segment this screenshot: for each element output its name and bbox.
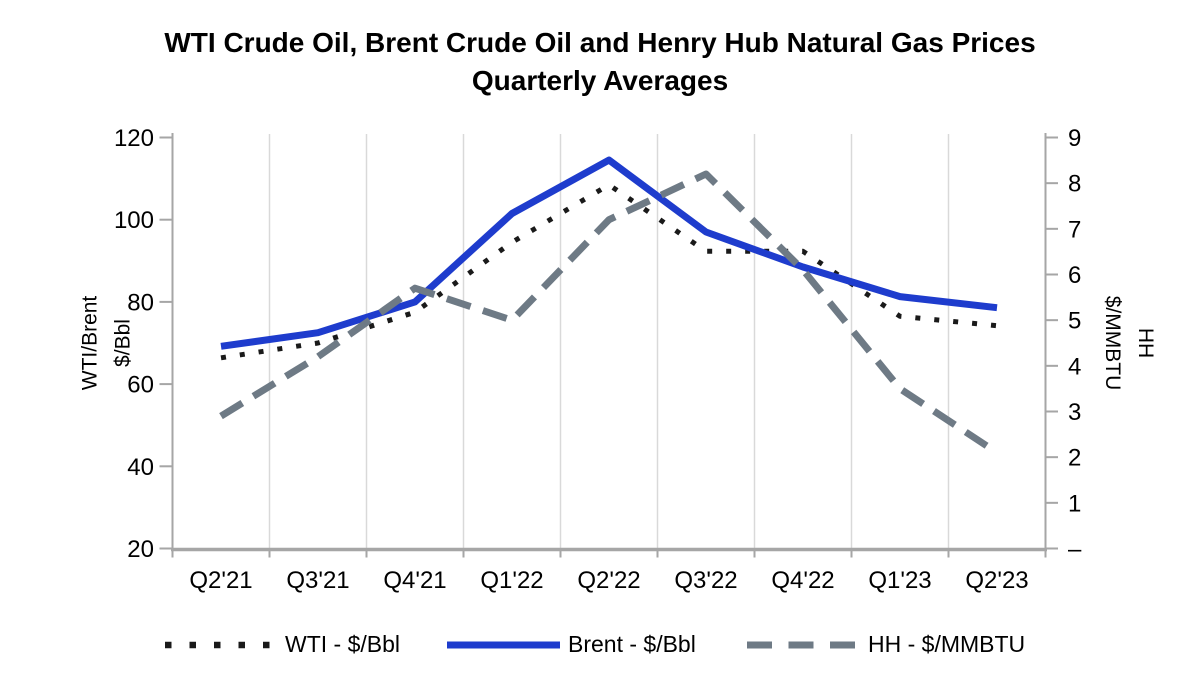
chart-title-line1: WTI Crude Oil, Brent Crude Oil and Henry… xyxy=(164,27,1035,58)
right-axis-tick-label: – xyxy=(1068,536,1082,563)
right-axis-label-line2: $/MMBTU xyxy=(1101,296,1124,391)
x-axis-tick-label: Q4'21 xyxy=(383,567,446,594)
right-axis-tick-label: 6 xyxy=(1068,262,1081,289)
x-axis-tick-label: Q2'23 xyxy=(965,567,1028,594)
left-axis-tick-label: 60 xyxy=(127,372,154,399)
left-axis-tick-label: 120 xyxy=(114,125,154,152)
right-axis-tick-label: 2 xyxy=(1068,445,1081,472)
x-axis-tick-label: Q3'21 xyxy=(286,567,349,594)
chart-title-line2: Quarterly Averages xyxy=(472,65,728,96)
x-axis-tick-label: Q3'22 xyxy=(674,567,737,594)
series-lines xyxy=(219,156,999,456)
left-axis-tick-label: 20 xyxy=(127,536,154,563)
right-axis-tick-label: 5 xyxy=(1068,308,1081,335)
series-line-brent xyxy=(220,156,998,350)
x-axis-tick-label: Q2'21 xyxy=(189,567,252,594)
legend: WTI - $/Bbl Brent - $/Bbl HH - $/MMBTU xyxy=(165,631,1025,657)
x-axis-tick-label: Q1'22 xyxy=(480,567,543,594)
gridlines xyxy=(268,134,950,550)
right-axis-label: HH $/MMBTU xyxy=(1101,296,1157,391)
axes xyxy=(171,133,1047,552)
left-axis-tick-label: 80 xyxy=(127,289,154,316)
left-axis-tick-label: 40 xyxy=(127,454,154,481)
left-axis-label: WTI/Brent $/Bbl xyxy=(79,296,135,391)
x-axis-tick-label: Q1'23 xyxy=(868,567,931,594)
right-axis-tick-label: 8 xyxy=(1068,171,1081,198)
axis-ticks: 120 100 80 60 40 20 9 8 7 6 5 4 3 2 1 – Q2'21 Q3'21 Q4'21 Q… xyxy=(114,125,1082,594)
right-axis-tick-label: 7 xyxy=(1068,216,1081,243)
right-axis-label-line1: HH xyxy=(1134,328,1157,358)
right-axis-tick-label: 3 xyxy=(1068,399,1081,426)
left-axis-label-line2: $/Bbl xyxy=(112,319,135,367)
x-axis-tick-label: Q2'22 xyxy=(577,567,640,594)
series-line-hh xyxy=(219,170,999,456)
legend-label-hh: HH - $/MMBTU xyxy=(868,631,1025,657)
left-axis-label-line1: WTI/Brent xyxy=(79,296,102,391)
right-axis-tick-label: 1 xyxy=(1068,490,1081,517)
legend-label-brent: Brent - $/Bbl xyxy=(568,631,696,657)
x-axis-tick-label: Q4'22 xyxy=(771,567,834,594)
right-axis-tick-label: 9 xyxy=(1068,125,1081,152)
series-line-wti xyxy=(220,182,998,361)
legend-label-wti: WTI - $/Bbl xyxy=(285,631,400,657)
right-axis-tick-label: 4 xyxy=(1068,353,1081,380)
left-axis-tick-label: 100 xyxy=(114,207,154,234)
